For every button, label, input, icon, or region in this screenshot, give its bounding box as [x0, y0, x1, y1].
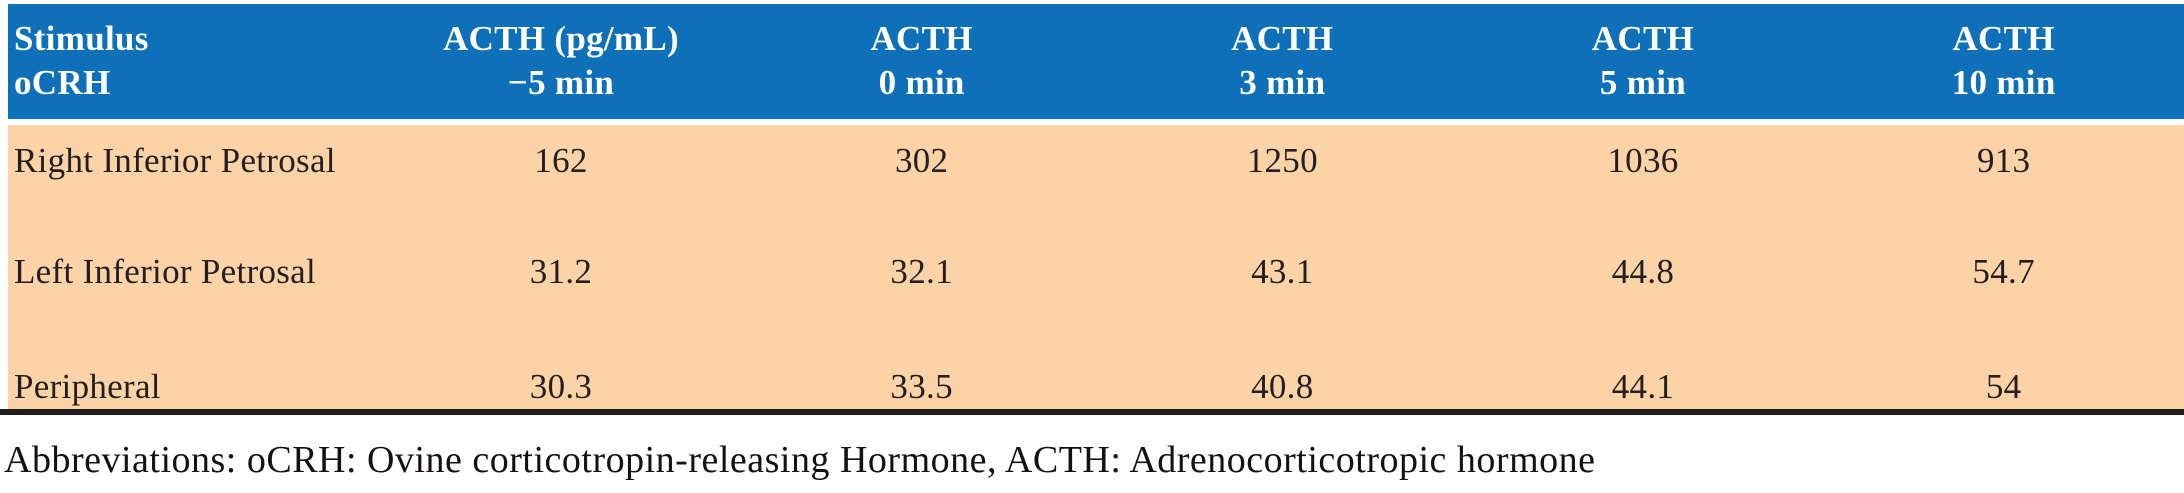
value-cell: 44.8	[1462, 236, 1824, 351]
header-cell-acth-5min: ACTH 5 min	[1462, 4, 1824, 125]
header-stimulus-line2: oCRH	[14, 63, 111, 102]
value-cell: 31.2	[380, 236, 742, 351]
header-acth-0min-line1: ACTH	[870, 19, 973, 58]
table-header: Stimulus oCRH ACTH (pg/mL) −5 min ACTH 0…	[8, 4, 2184, 125]
value-cell: 302	[741, 122, 1102, 236]
header-cell-acth-10min: ACTH 10 min	[1823, 4, 2184, 125]
table-row-left-inferior-petrosal: Left Inferior Petrosal 31.2 32.1 43.1 44…	[8, 236, 2184, 351]
row-label: Right Inferior Petrosal	[8, 122, 381, 236]
value-cell: 33.5	[741, 351, 1102, 409]
table-body: Right Inferior Petrosal 162 302 1250 103…	[8, 122, 2184, 409]
table-row-peripheral: Peripheral 30.3 33.5 40.8 44.1 54	[8, 351, 2184, 409]
row-label-text: Left Inferior Petrosal	[14, 252, 317, 291]
value-cell: 54.7	[1823, 236, 2184, 351]
header-acth-3min-line2: 3 min	[1239, 63, 1326, 102]
header-acth-minus5-line1: ACTH (pg/mL)	[443, 19, 679, 58]
table-row-right-inferior-petrosal: Right Inferior Petrosal 162 302 1250 103…	[8, 122, 2184, 236]
value-cell: 1036	[1462, 122, 1824, 236]
value-cell: 32.1	[741, 236, 1102, 351]
header-acth-minus5-line2: −5 min	[507, 63, 615, 102]
header-stimulus-line1: Stimulus	[14, 19, 149, 58]
row-label: Peripheral	[8, 351, 381, 409]
header-acth-10min-line1: ACTH	[1952, 19, 2055, 58]
header-cell-acth-3min: ACTH 3 min	[1101, 4, 1463, 125]
value-cell: 43.1	[1101, 236, 1463, 351]
value-cell: 1250	[1101, 122, 1463, 236]
header-row: Stimulus oCRH ACTH (pg/mL) −5 min ACTH 0…	[8, 4, 2184, 125]
header-acth-10min-line2: 10 min	[1951, 63, 2056, 102]
header-acth-5min-line1: ACTH	[1591, 19, 1695, 58]
value-cell: 30.3	[380, 351, 742, 409]
value-cell: 162	[380, 122, 742, 236]
header-cell-stimulus: Stimulus oCRH	[8, 4, 381, 125]
abbreviations-footnote: Abbreviations: oCRH: Ovine corticotropin…	[4, 439, 1596, 481]
header-cell-acth-minus5: ACTH (pg/mL) −5 min	[380, 4, 742, 125]
value-cell: 44.1	[1462, 351, 1824, 409]
header-acth-0min-line2: 0 min	[878, 63, 965, 102]
value-cell: 54	[1823, 351, 2184, 409]
acth-results-table: Stimulus oCRH ACTH (pg/mL) −5 min ACTH 0…	[8, 4, 2184, 409]
value-cell: 913	[1823, 122, 2184, 236]
row-label-text: Right Inferior Petrosal	[14, 141, 336, 180]
header-acth-5min-line2: 5 min	[1599, 63, 1687, 102]
row-label: Left Inferior Petrosal	[8, 236, 381, 351]
acth-table-container: Stimulus oCRH ACTH (pg/mL) −5 min ACTH 0…	[0, 4, 2184, 415]
row-label-text: Peripheral	[14, 367, 161, 406]
value-cell: 40.8	[1101, 351, 1463, 409]
header-acth-3min-line1: ACTH	[1231, 19, 1334, 58]
header-cell-acth-0min: ACTH 0 min	[741, 4, 1102, 125]
